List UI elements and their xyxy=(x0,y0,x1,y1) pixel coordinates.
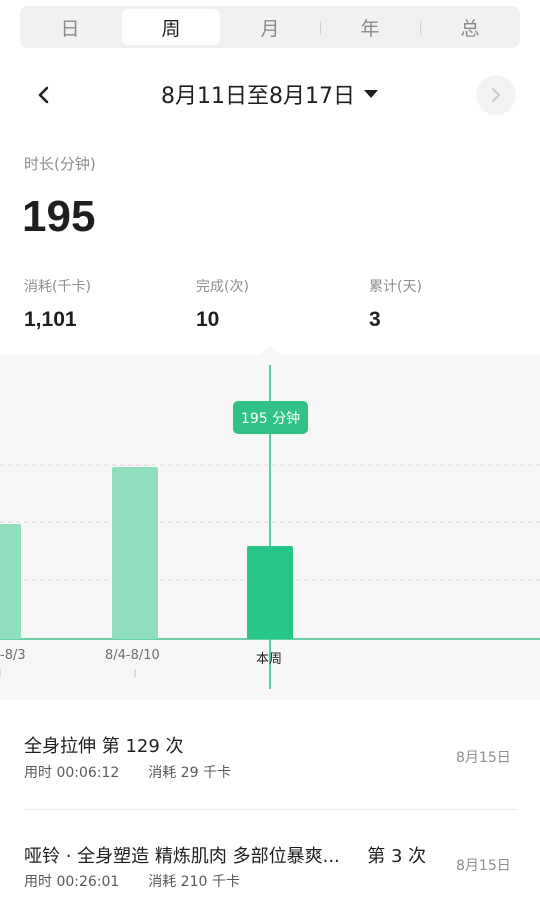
duration-label: 时长(分钟) xyxy=(24,155,96,173)
activity-calories: 消耗 210 千卡 xyxy=(148,874,240,890)
tab-divider xyxy=(420,21,421,35)
chevron-right-icon xyxy=(492,88,500,102)
x-tick-label: -8/3 xyxy=(0,648,26,663)
tab-month[interactable]: 月 xyxy=(260,17,280,40)
x-tick-label: 本周 xyxy=(256,652,283,667)
tab-divider xyxy=(320,21,321,35)
chart-canvas xyxy=(0,365,540,689)
tab-total[interactable]: 总 xyxy=(460,17,480,40)
activity-title: 哑铃 · 全身塑造 精炼肌肉 多部位暴爽... 第 3 次 xyxy=(24,842,426,868)
activity-meta: 用时 00:26:01 消耗 210 千卡 xyxy=(24,871,240,891)
activity-date: 8月15日 xyxy=(456,750,511,766)
tab-week[interactable]: 周 xyxy=(122,9,220,45)
days-value: 3 xyxy=(369,308,381,331)
weekly-duration-chart[interactable] xyxy=(0,347,540,700)
chart-bar[interactable] xyxy=(247,546,293,639)
chevron-left-icon xyxy=(38,86,49,104)
chart-bar[interactable] xyxy=(0,524,21,639)
x-tick-label: 8/4-8/10 xyxy=(105,648,160,663)
activity-name: 哑铃 · 全身塑造 精炼肌肉 多部位暴爽... xyxy=(24,846,340,867)
period-tabs: 日 周 月 年 总 xyxy=(20,6,520,48)
activity-time: 用时 00:26:01 xyxy=(24,874,120,890)
list-divider xyxy=(24,809,518,810)
date-range-selector[interactable]: 8月11日至8月17日 xyxy=(0,78,540,110)
activity-calories: 消耗 29 千卡 xyxy=(148,765,231,781)
caret-down-icon xyxy=(363,90,378,98)
date-range-label: 8月11日至8月17日 xyxy=(161,84,355,109)
calories-value: 1,101 xyxy=(24,308,77,331)
chart-tooltip: 195 分钟 xyxy=(233,401,308,434)
activity-count: 第 3 次 xyxy=(367,846,427,867)
calories-label: 消耗(千卡) xyxy=(24,279,91,295)
days-label: 累计(天) xyxy=(369,279,422,295)
tab-year[interactable]: 年 xyxy=(360,17,380,40)
next-week-button[interactable] xyxy=(476,75,516,115)
chart-notch xyxy=(258,347,282,355)
completed-value: 10 xyxy=(196,308,220,331)
completed-label: 完成(次) xyxy=(196,279,249,295)
activity-title: 全身拉伸 第 129 次 xyxy=(24,736,184,757)
activity-date: 8月15日 xyxy=(456,858,511,874)
activity-meta: 用时 00:06:12 消耗 29 千卡 xyxy=(24,762,231,782)
tab-day[interactable]: 日 xyxy=(60,17,80,40)
duration-value: 195 xyxy=(22,192,96,241)
activity-time: 用时 00:06:12 xyxy=(24,765,120,781)
chart-bar[interactable] xyxy=(112,467,158,639)
prev-week-button[interactable] xyxy=(24,75,64,115)
